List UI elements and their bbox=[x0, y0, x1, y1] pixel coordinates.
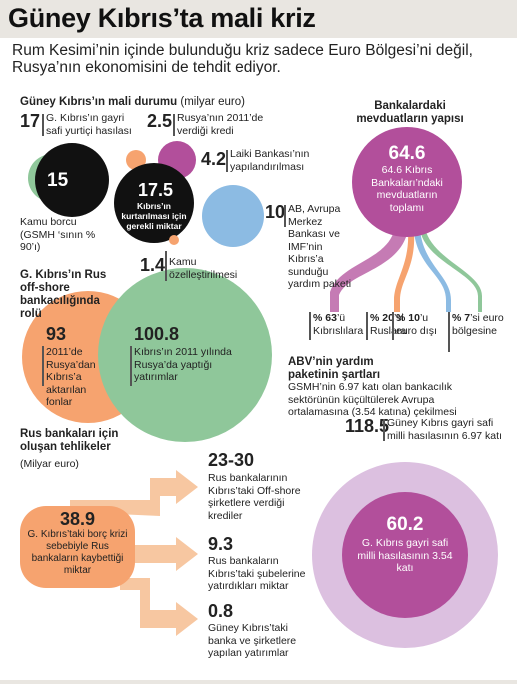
funds-to-cyprus-label: 2011’de Rusya’dan Kıbrıs’a aktarılan fon… bbox=[46, 346, 96, 408]
banking-outer-value: 118.5 bbox=[345, 416, 390, 436]
privatization-value: 1.4 bbox=[140, 255, 166, 275]
risk-item-label: Rus bankaların Kıbrıs’taki şubelerine ya… bbox=[208, 555, 306, 592]
laiki-value: 4.2 bbox=[201, 149, 227, 169]
flow-russians bbox=[394, 230, 415, 312]
eu-package-marker bbox=[284, 205, 286, 227]
risk-arrow-bottom bbox=[120, 578, 198, 636]
privatization-label: Kamu özelleştirilmesi bbox=[169, 256, 238, 281]
funds-to-cyprus-value: 93 bbox=[46, 324, 67, 344]
header-band bbox=[0, 0, 517, 38]
laiki-marker bbox=[226, 150, 228, 172]
public-debt-label: Kamu borcu (GSMH ‘sının % 90’ı) bbox=[20, 216, 96, 253]
banking-outer-label: Güney Kıbrıs gayri safi milli hasılasını… bbox=[387, 417, 502, 442]
funds-to-cyprus-marker bbox=[42, 346, 44, 386]
offshore-heading: G. Kıbrıs’ın Rus off-shore bankacılığınd… bbox=[20, 269, 107, 320]
privatization-marker bbox=[165, 251, 167, 281]
russia-loan-circle bbox=[126, 150, 146, 170]
finance-heading: Güney Kıbrıs’ın mali durumu (milyar euro… bbox=[20, 96, 245, 108]
cyprus-investment-marker bbox=[130, 346, 132, 386]
russian-bank-loss-label: G. Kıbrıs’taki borç krizi sebebiyle Rus … bbox=[27, 529, 128, 576]
risk-item-value: 0.8 bbox=[208, 601, 234, 621]
rescue-value: 17.5 bbox=[138, 180, 174, 200]
page-subtitle: Rum Kesimi’nin içinde bulunduğu kriz sad… bbox=[12, 42, 473, 76]
deposits-heading: Bankalardaki mevduatların yapısı bbox=[356, 100, 464, 125]
risk-arrow-top bbox=[70, 470, 198, 516]
risk-item-label: Güney Kıbrıs’taki banka ve şirketlere ya… bbox=[208, 622, 297, 659]
deposits-total-value: 64.6 bbox=[388, 143, 426, 164]
rescue-circle bbox=[114, 163, 194, 243]
laiki-label: Laiki Bankası’nın yapılandırılması bbox=[230, 148, 310, 173]
risks-heading: Rus bankaları için oluşan tehlikeler bbox=[20, 428, 119, 453]
eu-package-value: 10 bbox=[265, 202, 286, 222]
russia-loan-marker bbox=[173, 114, 175, 136]
public-debt-circle bbox=[35, 143, 109, 217]
flow-non-euro bbox=[414, 230, 451, 312]
page-title: Güney Kıbrıs’ta mali kriz bbox=[8, 3, 316, 33]
gdp-label: G. Kıbrıs’ın gayri safi yurtiçi hasılası bbox=[46, 112, 132, 137]
public-debt-value: 15 bbox=[47, 170, 69, 191]
banking-inner-label: G. Kıbrıs gayri safi milli hasılasının 3… bbox=[357, 537, 453, 574]
gdp-value: 17 bbox=[20, 111, 41, 131]
deposits-circle bbox=[352, 127, 462, 237]
russian-bank-loss-box bbox=[20, 506, 135, 588]
deposit-part-marker bbox=[366, 312, 368, 340]
deposit-part-russians: % 20’si Ruslara bbox=[370, 312, 407, 337]
cyprus-investment-circle bbox=[98, 268, 272, 442]
risk-item-label: Rus bankalarının Kıbrıs’taki Off-shore ş… bbox=[208, 472, 301, 522]
abv-heading: ABV’nin yardım paketinin şartları bbox=[288, 356, 381, 381]
deposit-part-marker bbox=[448, 312, 450, 352]
abv-conditions-text: GSMH’nin 6.97 katı olan bankacılık sektö… bbox=[288, 381, 457, 418]
russia-loan-value: 2.5 bbox=[147, 111, 173, 131]
risks-unit: (Milyar euro) bbox=[20, 458, 79, 470]
russia-loan-label: Rusya’nın 2011’de verdiği kredi bbox=[177, 112, 264, 137]
flow-cypriots bbox=[330, 225, 408, 312]
deposit-part-cypriots: % 63’ü Kıbrıslılara bbox=[313, 312, 364, 337]
footer-band bbox=[0, 680, 517, 684]
deposit-part-marker bbox=[309, 312, 311, 340]
rescue-label: Kıbrıs’ın kurtarılması için gerekli mikt… bbox=[121, 201, 187, 231]
deposit-part-marker bbox=[392, 312, 394, 340]
banking-sector-inner-circle bbox=[342, 492, 468, 618]
eu-package-label: AB, Avrupa Merkez Bankası ve IMF’nin Kıb… bbox=[288, 203, 352, 290]
cyprus-investment-value: 100.8 bbox=[134, 324, 180, 344]
flow-euro bbox=[420, 228, 482, 312]
risk-item-value: 23-30 bbox=[208, 450, 255, 470]
privatization-circle bbox=[169, 235, 179, 245]
russian-bank-loss-value: 38.9 bbox=[59, 509, 96, 529]
eu-package-circle bbox=[202, 185, 264, 247]
banking-outer-marker bbox=[383, 419, 385, 441]
risk-item-value: 9.3 bbox=[208, 534, 234, 554]
cyprus-investment-label: Kıbrıs’ın 2011 yılında Rusya’da yaptığı … bbox=[134, 346, 232, 383]
deposit-part-non-euro: % 10’u euro dışı bbox=[396, 312, 437, 337]
deposits-total-label: 64.6 Kıbrıs Bankaları’ndaki mevduatların… bbox=[371, 164, 443, 214]
deposit-part-euro: % 7’si euro bölgesine bbox=[452, 312, 504, 337]
gdp-marker bbox=[42, 114, 44, 136]
banking-inner-value: 60.2 bbox=[386, 514, 424, 535]
